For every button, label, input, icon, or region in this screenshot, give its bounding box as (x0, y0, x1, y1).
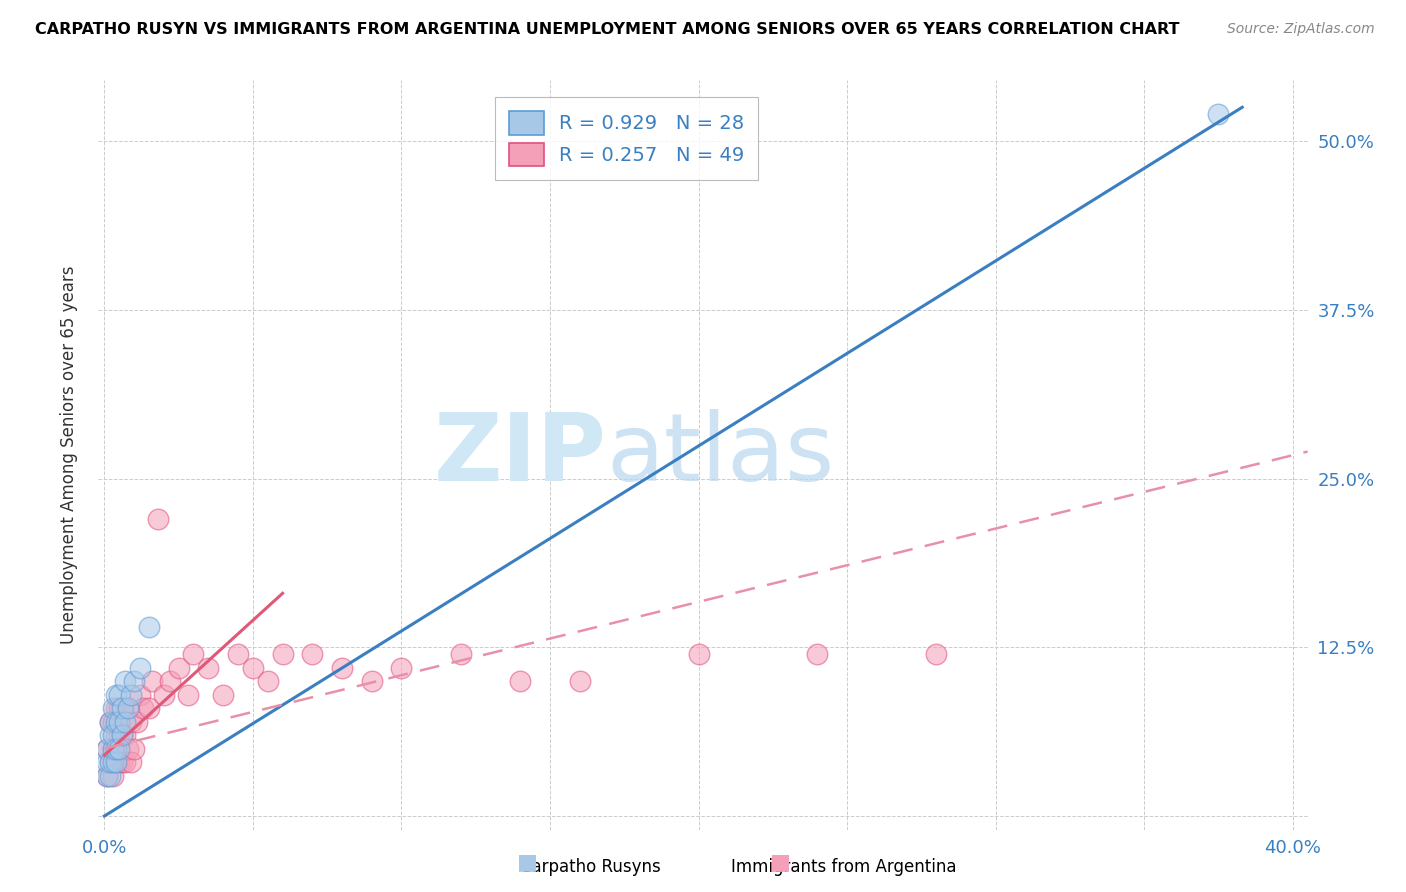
Point (117, 701, 139, 715)
Point (301, 647, 323, 661)
Point (226, 647, 249, 661)
Point (159, 674, 181, 689)
Point (122, 741, 145, 756)
Point (103, 714, 125, 729)
Point (129, 688, 152, 702)
Point (103, 755, 125, 769)
Point (330, 660, 353, 674)
Point (152, 688, 174, 702)
Point (108, 741, 131, 756)
Text: Carpatho Rusyns: Carpatho Rusyns (520, 858, 661, 876)
Point (96, 755, 118, 769)
Point (120, 755, 142, 769)
Point (105, 755, 128, 769)
Point (108, 755, 131, 769)
Point (98, 755, 121, 769)
Point (96, 741, 118, 756)
Point (114, 714, 136, 729)
Text: Source: ZipAtlas.com: Source: ZipAtlas.com (1227, 22, 1375, 37)
Point (105, 728, 128, 742)
Point (111, 728, 134, 742)
Point (105, 714, 128, 729)
Text: ■: ■ (517, 853, 537, 872)
Point (138, 620, 160, 634)
Point (98, 714, 121, 729)
Text: atlas: atlas (606, 409, 835, 501)
Point (103, 741, 125, 756)
Point (450, 647, 472, 661)
Point (271, 647, 294, 661)
Point (108, 701, 131, 715)
Point (120, 688, 142, 702)
Point (183, 647, 205, 661)
Point (212, 688, 235, 702)
Point (114, 674, 136, 689)
Point (117, 741, 139, 756)
Point (105, 741, 128, 756)
Point (129, 660, 152, 674)
Point (1208, 107, 1230, 121)
Point (568, 674, 591, 689)
Point (688, 647, 710, 661)
Legend: R = 0.929   N = 28, R = 0.257   N = 49: R = 0.929 N = 28, R = 0.257 N = 49 (495, 97, 758, 180)
Point (176, 688, 198, 702)
Point (103, 701, 125, 715)
Point (111, 728, 134, 742)
Point (138, 701, 160, 715)
Point (108, 714, 131, 729)
Point (105, 688, 128, 702)
Text: ■: ■ (770, 853, 790, 872)
Point (103, 741, 125, 756)
Point (96, 768, 118, 782)
Point (103, 768, 125, 782)
Point (96, 768, 118, 782)
Point (111, 755, 134, 769)
Point (114, 755, 136, 769)
Point (242, 660, 264, 674)
Point (141, 674, 163, 689)
Point (509, 674, 531, 689)
Point (117, 701, 139, 715)
Point (925, 647, 948, 661)
Point (167, 660, 190, 674)
Point (146, 512, 169, 526)
Point (103, 728, 125, 742)
Point (132, 701, 155, 715)
Point (108, 688, 131, 702)
Point (256, 674, 278, 689)
Point (98, 714, 121, 729)
Text: ZIP: ZIP (433, 409, 606, 501)
Point (391, 660, 413, 674)
Text: Immigrants from Argentina: Immigrants from Argentina (731, 858, 956, 876)
Point (806, 647, 828, 661)
Point (108, 728, 131, 742)
Point (120, 714, 142, 729)
Point (122, 674, 145, 689)
Y-axis label: Unemployment Among Seniors over 65 years: Unemployment Among Seniors over 65 years (59, 266, 77, 644)
Point (98, 755, 121, 769)
Point (98, 768, 121, 782)
Point (105, 755, 128, 769)
Point (197, 660, 219, 674)
Point (111, 701, 134, 715)
Text: CARPATHO RUSYN VS IMMIGRANTS FROM ARGENTINA UNEMPLOYMENT AMONG SENIORS OVER 65 Y: CARPATHO RUSYN VS IMMIGRANTS FROM ARGENT… (35, 22, 1180, 37)
Point (125, 714, 148, 729)
Point (114, 728, 136, 742)
Point (98, 728, 121, 742)
Point (360, 674, 382, 689)
Point (105, 701, 128, 715)
Point (96, 741, 118, 756)
